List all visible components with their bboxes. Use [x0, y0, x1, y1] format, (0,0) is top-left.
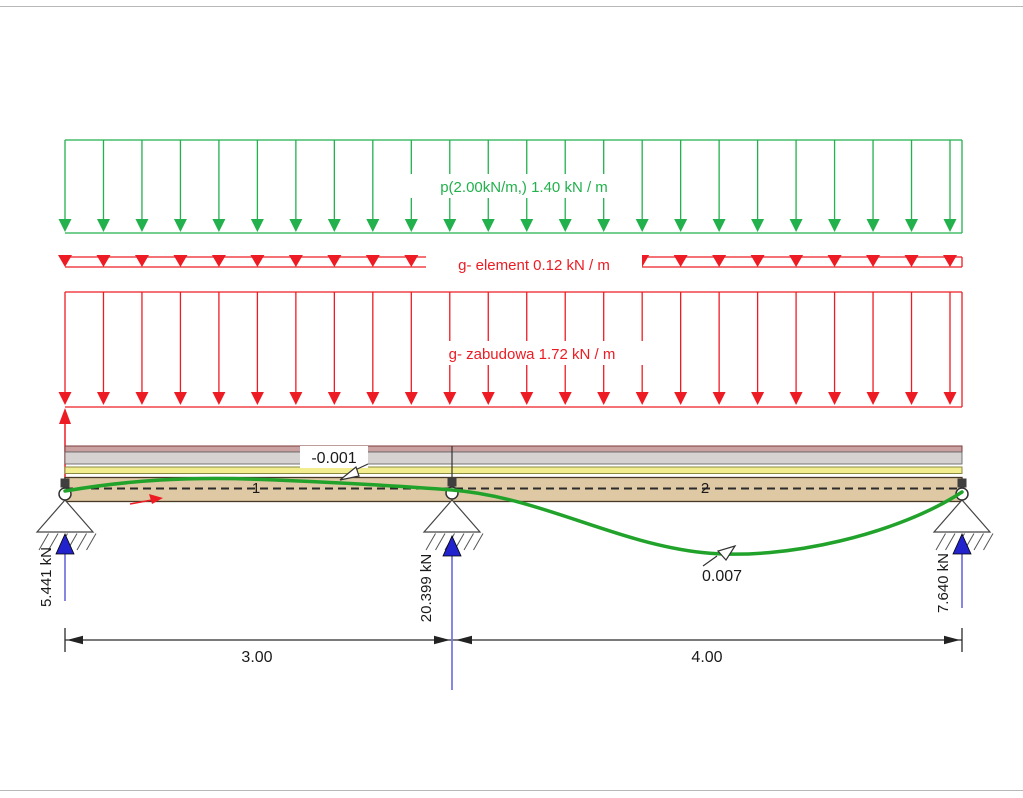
deflection-value-span2: 0.007: [702, 568, 742, 585]
beam-layer-gray: [64, 451, 963, 465]
reaction-value-middle: 20.399 kN: [418, 554, 435, 622]
live-load-label-bg: [408, 174, 640, 198]
local-x-axis-arrow: [129, 494, 163, 505]
node-left[interactable]: [60, 478, 70, 488]
reaction-head-right: [952, 533, 972, 555]
dim-arrow-left: [67, 635, 83, 645]
beam-member[interactable]: [64, 445, 963, 503]
element-load-label: g- element 0.12 kN / m: [458, 257, 610, 274]
zabudowa-distributed-load[interactable]: [58, 291, 963, 408]
pinned-supports[interactable]: [35, 499, 994, 551]
node-right[interactable]: [957, 478, 967, 488]
reaction-value-right: 7.640 kN: [935, 553, 952, 613]
deflection-curve: [63, 476, 964, 556]
leader-triangle-span2: [716, 544, 737, 561]
reaction-head-left: [55, 533, 75, 555]
dim-arrow-mid-left: [434, 635, 450, 645]
dim-arrow-mid-right: [456, 635, 472, 645]
dim-arrow-right: [944, 635, 960, 645]
reaction-value-left: 5.441 kN: [38, 547, 55, 607]
span2-length: 4.00: [691, 649, 722, 666]
deflection-extreme-span1: -0.001: [300, 446, 369, 481]
span1-number: 1: [252, 480, 260, 497]
beam-layer-top: [64, 445, 963, 453]
zabudowa-load-label: g- zabudowa 1.72 kN / m: [449, 346, 616, 363]
deflection-extreme-span2: 0.007: [702, 544, 742, 585]
dimension-line: [64, 628, 963, 652]
reaction-arrows: [55, 533, 972, 690]
leader-triangle-span1: [339, 465, 360, 481]
beam-layer-yellow: [64, 466, 963, 474]
span2-number: 2: [701, 480, 709, 497]
node-middle[interactable]: [447, 477, 457, 487]
live-load-label: p(2.00kN/m,) 1.40 kN / m: [440, 179, 608, 196]
zabudowa-load-label-bg: [422, 341, 644, 365]
element-load-label-bg: [426, 252, 642, 276]
reaction-head-middle: [442, 535, 462, 557]
span1-length: 3.00: [241, 649, 272, 666]
live-distributed-load[interactable]: [58, 139, 963, 234]
deflection-value-span1: -0.001: [311, 450, 356, 467]
